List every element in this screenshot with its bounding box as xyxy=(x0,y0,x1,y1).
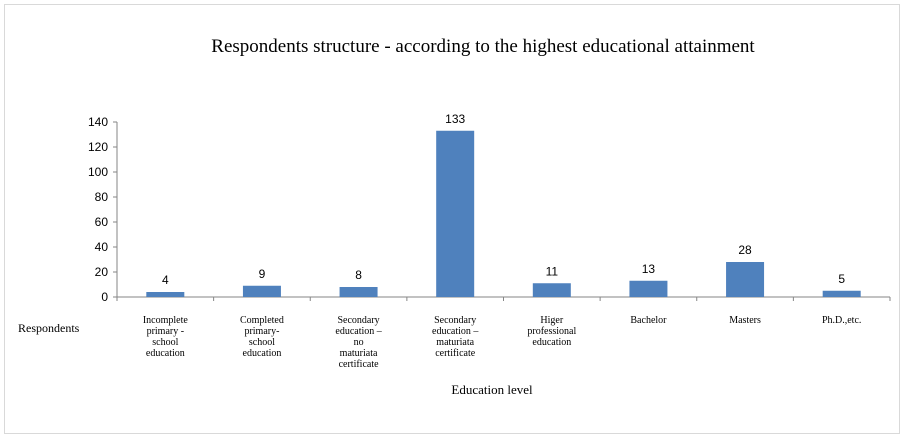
bar xyxy=(339,287,378,297)
category-label: Incomplete primary -school education xyxy=(143,315,189,359)
y-tick-label: 40 xyxy=(95,240,109,254)
chart-title: Respondents structure - according to the… xyxy=(211,36,755,57)
bars: 4 9 8 133 11 13 28 5 xyxy=(146,112,861,297)
y-tick-label: 20 xyxy=(95,265,109,279)
category-label: Masters xyxy=(729,315,761,326)
data-label: 4 xyxy=(162,273,169,287)
bar xyxy=(436,130,475,297)
category-label: Secondary education – maturiata certificate xyxy=(432,315,479,359)
y-tick-label: 60 xyxy=(95,215,109,229)
bar xyxy=(822,290,861,297)
data-label: 28 xyxy=(738,243,752,257)
data-label: 13 xyxy=(642,262,656,276)
bar xyxy=(242,285,281,297)
axes: 0 20 40 60 80 100 120 140 xyxy=(88,115,891,304)
y-tick-label: 120 xyxy=(88,140,108,154)
y-tick-label: 80 xyxy=(95,190,109,204)
data-label: 5 xyxy=(838,272,845,286)
bar xyxy=(629,280,668,297)
y-tick-label: 140 xyxy=(88,115,108,129)
data-label: 133 xyxy=(445,112,465,126)
category-label: Completed primary-school education xyxy=(240,315,284,359)
category-label: Secondary education – no maturiata certifica… xyxy=(335,315,382,370)
bar xyxy=(726,262,765,297)
category-labels: Incomplete primary -school education Comple… xyxy=(143,315,862,370)
x-axis-label: Education level xyxy=(451,382,533,397)
category-label: Higer professional education xyxy=(527,315,576,348)
y-axis-label: Respondents xyxy=(18,321,80,335)
data-label: 9 xyxy=(259,267,266,281)
bar xyxy=(532,283,571,297)
y-tick-label: 100 xyxy=(88,165,108,179)
data-label: 11 xyxy=(546,264,559,278)
bar xyxy=(146,292,185,297)
data-label: 8 xyxy=(355,268,362,282)
y-tick-label: 0 xyxy=(101,290,108,304)
category-label: Bachelor xyxy=(630,315,667,326)
category-label: Ph.D.,etc. xyxy=(822,315,861,326)
